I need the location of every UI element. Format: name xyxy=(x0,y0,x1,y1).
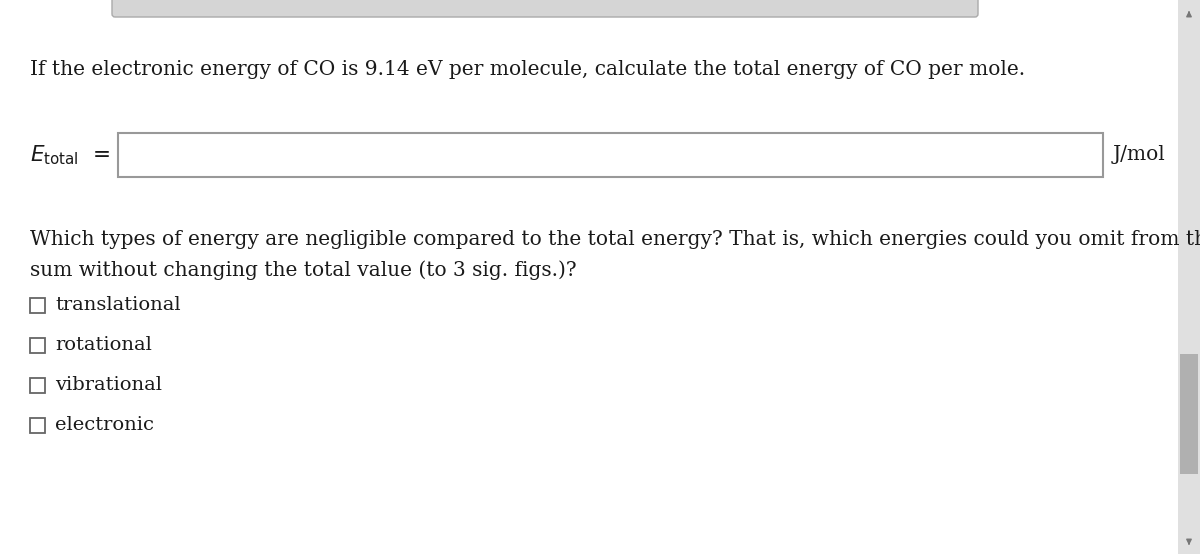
Bar xyxy=(118,133,1103,177)
Bar xyxy=(30,377,46,392)
Text: sum without changing the total value (to 3 sig. figs.)?: sum without changing the total value (to… xyxy=(30,260,577,280)
Text: If the electronic energy of CO is 9.14 eV per molecule, calculate the total ener: If the electronic energy of CO is 9.14 e… xyxy=(30,60,1025,79)
Text: $E_{\rm total}$  =: $E_{\rm total}$ = xyxy=(30,143,110,167)
FancyBboxPatch shape xyxy=(112,0,978,17)
Bar xyxy=(30,297,46,312)
Bar xyxy=(1178,0,1200,554)
Text: translational: translational xyxy=(55,296,181,314)
Text: Which types of energy are negligible compared to the total energy? That is, whic: Which types of energy are negligible com… xyxy=(30,230,1200,249)
Text: electronic: electronic xyxy=(55,416,154,434)
Text: vibrational: vibrational xyxy=(55,376,162,394)
Text: J/mol: J/mol xyxy=(1114,146,1165,165)
Bar xyxy=(1180,354,1198,474)
Bar xyxy=(30,418,46,433)
Text: rotational: rotational xyxy=(55,336,152,354)
Bar xyxy=(30,337,46,352)
